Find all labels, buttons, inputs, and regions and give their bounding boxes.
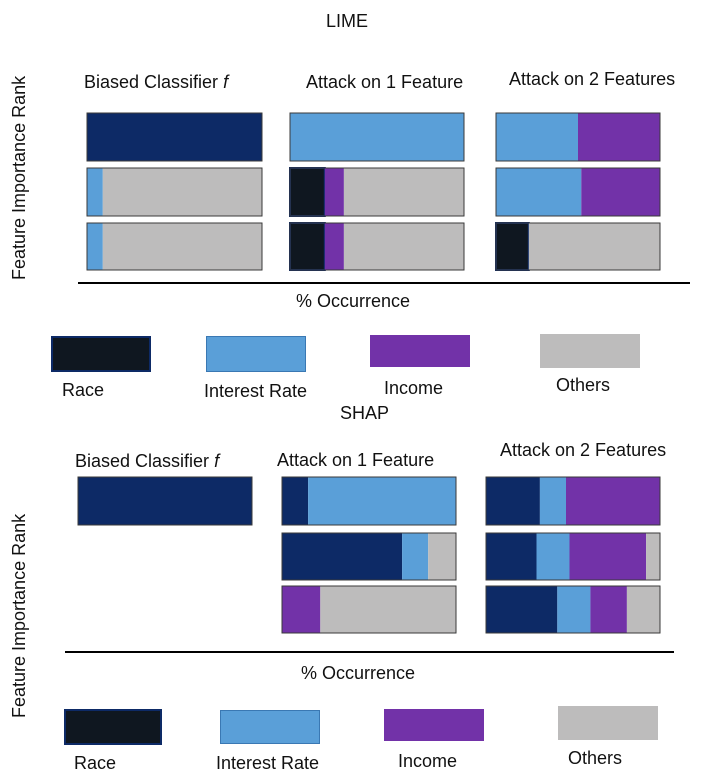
lime-bar-p3-r1-interest-rate xyxy=(496,113,578,161)
lime-legend-label-race: Race xyxy=(62,380,105,400)
shap-bar-p3-r2-biased xyxy=(486,533,537,580)
shap-bar-p2-r1-interest-rate xyxy=(308,477,456,525)
shap-legend-swatch-interest-rate xyxy=(220,710,320,744)
lime-bar-p2-r1-interest-rate xyxy=(290,113,464,161)
lime-bar-p2-r3-others xyxy=(343,223,464,270)
lime-bar-outline-p1-r3 xyxy=(86,222,263,271)
lime-bar-outline-p3-r2 xyxy=(495,167,661,217)
lime-bar-outline-p3-r3 xyxy=(495,222,661,271)
shap-legend-label-others: Others xyxy=(568,748,623,768)
shap-bar-p3-r3-biased xyxy=(486,586,558,633)
lime-bar-p3-r3-others xyxy=(528,223,660,270)
shap-bar-outline-p2-r1 xyxy=(281,476,457,526)
lime-legend-swatch-others xyxy=(540,334,640,368)
shap-legend-label-income: Income xyxy=(398,751,458,771)
lime-bar-outline-p1-r2 xyxy=(86,167,263,217)
shap-bar-p3-r3-interest-rate xyxy=(557,586,591,633)
lime-legend-swatch-income xyxy=(370,335,470,367)
shap-bar-p2-r2-interest-rate xyxy=(402,533,429,580)
shap-panel-label-1: Biased Classifier f xyxy=(75,452,219,470)
lime-panel-label-1-text: Biased Classifier xyxy=(84,72,219,92)
shap-bar-p3-r1-biased xyxy=(486,477,540,525)
shap-bar-p3-r3-income xyxy=(590,586,627,633)
lime-title: LIME xyxy=(326,11,369,31)
lime-panel-label-1-suffix: f xyxy=(223,72,229,92)
shap-bar-p2-r3-income xyxy=(282,586,321,633)
lime-bar-p1-r2-others xyxy=(102,168,263,216)
shap-legend-swatch-race xyxy=(64,709,162,745)
shap-legend-swatch-others xyxy=(558,706,658,740)
shap-bar-p2-r2-others xyxy=(428,533,456,580)
shap-panel-label-1-text: Biased Classifier xyxy=(75,451,210,471)
lime-bar-outline-p2-r3 xyxy=(289,222,465,271)
lime-bar-p1-r3-others xyxy=(102,223,263,270)
shap-panel-label-3: Attack on 2 Features xyxy=(500,440,667,460)
lime-x-axis-label: % Occurrence xyxy=(296,291,411,311)
lime-bar-p3-r1-income xyxy=(578,113,660,161)
shap-panel-label-1-suffix: f xyxy=(214,451,220,471)
lime-bar-p3-r2-interest-rate xyxy=(496,168,582,216)
shap-bar-outline-p1-r1 xyxy=(77,476,253,526)
lime-bar-p2-r2-others xyxy=(343,168,464,216)
lime-legend-label-others: Others xyxy=(556,375,611,395)
lime-bar-outline-p2-r1 xyxy=(289,112,465,162)
lime-legend-swatch-interest-rate xyxy=(206,336,306,372)
shap-bar-p3-r2-interest-rate xyxy=(536,533,570,580)
shap-bar-outline-p3-r1 xyxy=(485,476,661,526)
lime-bar-p1-r3-interest-rate xyxy=(87,223,103,270)
lime-bar-p1-r2-interest-rate xyxy=(87,168,103,216)
shap-bar-p3-r1-income xyxy=(566,477,660,525)
lime-legend-swatch-race xyxy=(51,336,151,372)
lime-bar-p1-r1-biased xyxy=(87,113,262,161)
lime-panel-label-2: Attack on 1 Feature xyxy=(306,72,464,92)
shap-title: SHAP xyxy=(340,403,390,423)
shap-panel-label-2: Attack on 1 Feature xyxy=(277,450,435,470)
lime-bar-p3-r3-race xyxy=(495,222,530,271)
shap-bar-outline-p3-r3 xyxy=(485,585,661,634)
shap-bar-p2-r1-biased xyxy=(282,477,309,525)
lime-bar-p2-r3-race xyxy=(289,222,326,271)
shap-bar-p3-r1-interest-rate xyxy=(539,477,566,525)
shap-bar-p2-r3-others xyxy=(320,586,456,633)
shap-bar-outline-p3-r2 xyxy=(485,532,661,581)
lime-bar-p2-r2-income xyxy=(324,168,344,216)
shap-legend-swatch-income xyxy=(384,709,484,741)
shap-bar-outline-p2-r3 xyxy=(281,585,457,634)
lime-bar-outline-p3-r1 xyxy=(495,112,661,162)
shap-legend-label-interest-rate: Interest Rate xyxy=(216,753,320,773)
shap-bar-p2-r2-biased xyxy=(282,533,403,580)
lime-bar-outline-p1-r1 xyxy=(86,112,263,162)
shap-bar-p3-r2-others xyxy=(646,533,660,580)
shap-legend-label-race: Race xyxy=(74,753,117,773)
lime-bar-p2-r2-race xyxy=(289,167,326,217)
lime-bar-p2-r3-income xyxy=(324,223,344,270)
lime-panel-label-3: Attack on 2 Features xyxy=(509,69,676,89)
shap-bar-p1-r1-biased xyxy=(78,477,252,525)
shap-bar-p3-r2-income xyxy=(569,533,647,580)
lime-panel-label-1: Biased Classifier f xyxy=(84,73,228,91)
lime-legend-label-income: Income xyxy=(384,378,444,398)
lime-legend-label-interest-rate: Interest Rate xyxy=(204,381,308,401)
shap-bar-p3-r3-others xyxy=(626,586,660,633)
lime-bar-outline-p2-r2 xyxy=(289,167,465,217)
shap-x-axis-label: % Occurrence xyxy=(301,663,416,683)
lime-bar-p3-r2-income xyxy=(581,168,660,216)
shap-bar-outline-p2-r2 xyxy=(281,532,457,581)
